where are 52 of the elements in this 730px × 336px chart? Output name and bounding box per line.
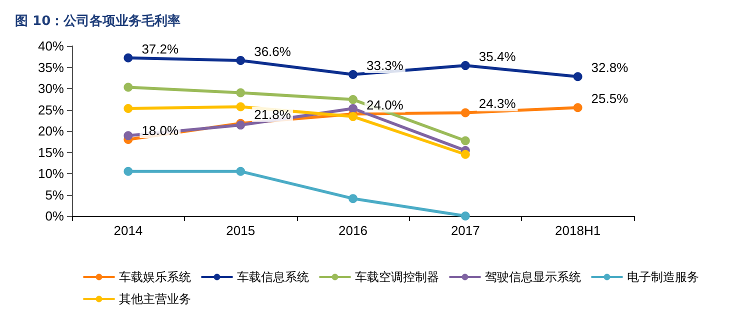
legend-label: 其他主营业务 (119, 292, 191, 306)
y-tick-label: 10% (38, 166, 64, 181)
point (573, 72, 582, 82)
y-tick-label: 5% (45, 187, 64, 202)
point (124, 53, 133, 62)
point (460, 61, 470, 70)
data-label: 18.0% (142, 123, 179, 138)
point (124, 82, 133, 92)
legend-label: 车载娱乐系统 (119, 270, 191, 284)
point (236, 166, 246, 176)
data-label: 37.2% (142, 41, 179, 56)
point (236, 88, 246, 98)
x-tick-label: 2015 (226, 223, 256, 238)
data-label: 35.4% (478, 49, 516, 64)
y-tick-label: 25% (38, 102, 64, 118)
legend-label: 电子制造服务 (627, 270, 699, 284)
data-label: 21.8% (254, 106, 292, 122)
point (348, 70, 358, 79)
data-label: 32.8% (591, 60, 629, 76)
legend-label: 车载空调控制器 (355, 270, 439, 284)
chart-title: 图 10：公司各项业务毛利率 (15, 13, 181, 29)
x-tick-label: 2018H1 (555, 223, 601, 238)
y-tick-label: 15% (38, 144, 64, 160)
point (573, 103, 582, 112)
x-tick-label: 2014 (114, 223, 143, 238)
point (348, 112, 358, 122)
data-label: 36.6% (254, 44, 292, 59)
y-tick-label: 35% (38, 60, 64, 75)
data-label: 24.0% (366, 98, 404, 112)
point (460, 136, 470, 146)
x-tick-label: 2016 (338, 223, 368, 238)
data-label: 33.3% (366, 58, 404, 73)
data-label: 25.5% (591, 91, 629, 106)
point (124, 131, 133, 140)
point (124, 104, 133, 113)
y-tick-label: 20% (38, 124, 64, 138)
data-label: 24.3% (478, 96, 516, 112)
y-tick-label: 30% (38, 81, 64, 96)
point (236, 56, 246, 65)
legend-label: 车载信息系统 (237, 270, 309, 284)
y-tick-label: 0% (45, 208, 64, 224)
point (460, 108, 470, 118)
point (460, 212, 470, 220)
x-tick-label: 2017 (450, 223, 480, 238)
legend-label: 驾驶信息显示系统 (485, 270, 581, 284)
point (348, 104, 358, 113)
point (236, 102, 246, 112)
point (124, 166, 133, 176)
point (348, 95, 358, 104)
y-tick-label: 40% (38, 38, 64, 54)
point (460, 150, 470, 159)
point (348, 194, 358, 204)
